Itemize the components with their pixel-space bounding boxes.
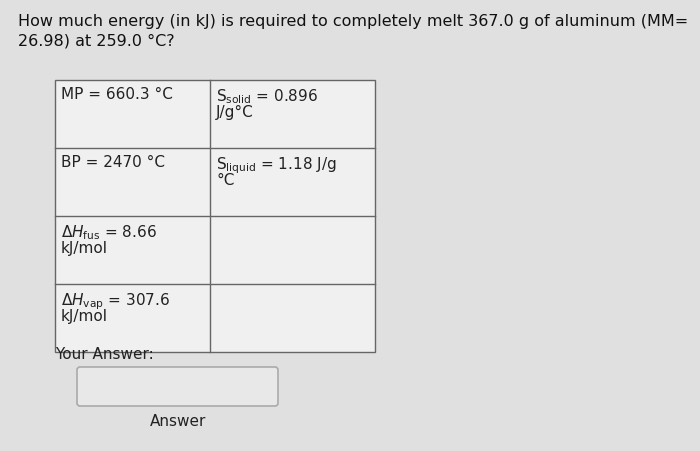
- Text: 26.98) at 259.0 °C?: 26.98) at 259.0 °C?: [18, 34, 174, 49]
- Text: kJ/mol: kJ/mol: [61, 309, 108, 324]
- Text: kJ/mol: kJ/mol: [61, 241, 108, 256]
- Text: Answer: Answer: [150, 414, 206, 429]
- Text: MP = 660.3 °C: MP = 660.3 °C: [61, 87, 173, 102]
- Text: $\Delta H_{\mathregular{vap}}$ = 307.6: $\Delta H_{\mathregular{vap}}$ = 307.6: [61, 291, 170, 312]
- Text: S$_{\mathregular{solid}}$ = 0.896: S$_{\mathregular{solid}}$ = 0.896: [216, 87, 318, 106]
- Bar: [55, 80, 375, 352]
- Text: How much energy (in kJ) is required to completely melt 367.0 g of aluminum (MM=: How much energy (in kJ) is required to c…: [18, 14, 688, 29]
- FancyBboxPatch shape: [77, 367, 278, 406]
- Text: BP = 2470 °C: BP = 2470 °C: [61, 155, 165, 170]
- Text: J/g°C: J/g°C: [216, 105, 253, 120]
- Text: S$_{\mathregular{liquid}}$ = 1.18 J/g: S$_{\mathregular{liquid}}$ = 1.18 J/g: [216, 155, 337, 175]
- Text: Your Answer:: Your Answer:: [55, 347, 154, 362]
- Text: °C: °C: [216, 173, 235, 188]
- Text: $\Delta H_{\mathregular{fus}}$ = 8.66: $\Delta H_{\mathregular{fus}}$ = 8.66: [61, 223, 157, 242]
